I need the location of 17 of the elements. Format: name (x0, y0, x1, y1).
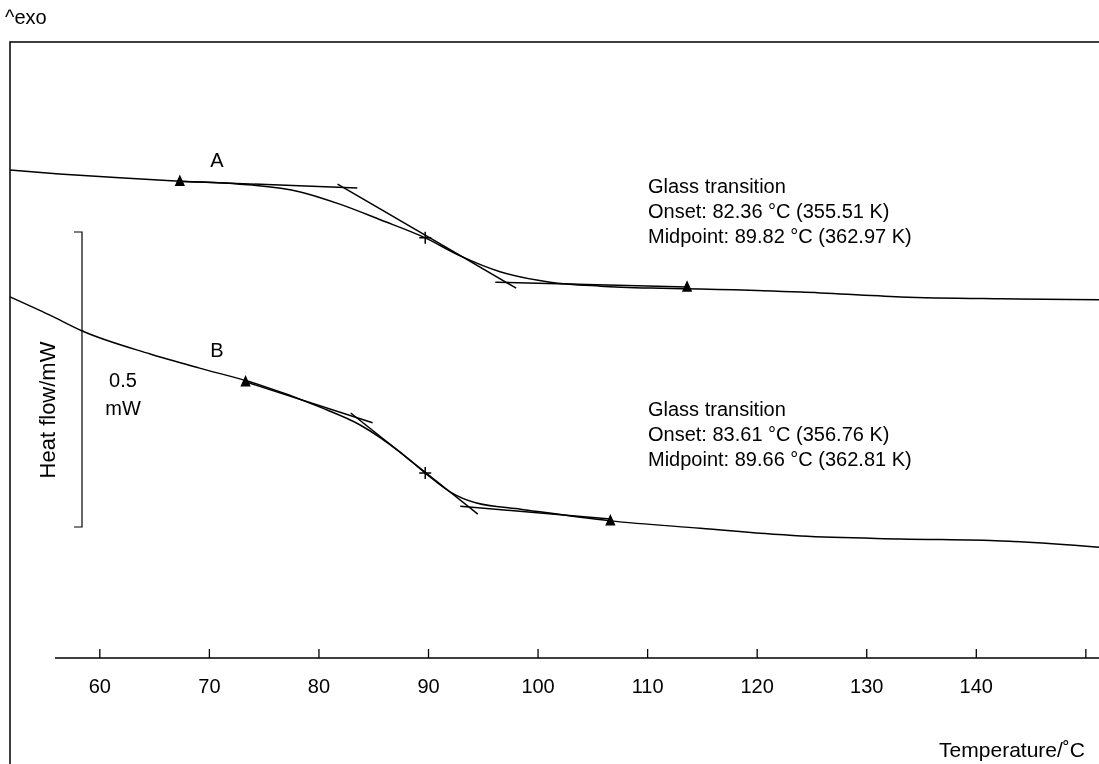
x-tick-label: 60 (88, 675, 111, 697)
x-tick-label: 70 (198, 675, 221, 697)
text: ^exo (5, 6, 47, 28)
x-tick-label: 120 (740, 675, 774, 697)
x-tick-label: 90 (417, 675, 440, 697)
x-tick-label: 110 (631, 675, 664, 697)
annotation: 0.5 mW (105, 369, 141, 419)
x-tick-label: 80 (307, 675, 331, 697)
series-label: B (210, 338, 224, 361)
y-axis-title: Heat flow/mW (35, 341, 60, 479)
annotation: Glass transition Onset: 82.36 °C (355.51 K) Midpoint: 89.82 °C (362.97 K) (648, 175, 912, 247)
x-tick-label: 130 (850, 675, 884, 697)
x-tick-label: 100 (521, 675, 555, 697)
x-axis-title: Temperature/˚C (939, 738, 1085, 761)
x-tick-label: 140 (959, 675, 993, 697)
annotation: Glass transition Onset: 83.61 °C (356.76 K) Midpoint: 89.66 °C (362.81 K) (648, 398, 912, 470)
series-label: A (210, 149, 225, 172)
